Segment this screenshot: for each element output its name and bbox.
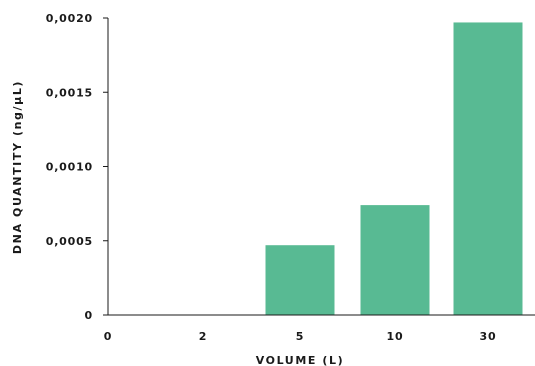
x-tick-label: 0 (104, 330, 112, 343)
y-tick-label: 0,0005 (46, 235, 93, 248)
x-tick-label: 30 (480, 330, 497, 343)
bars-group (265, 22, 523, 316)
y-tick-label: 0,0020 (46, 12, 93, 25)
x-tick-labels: 0 2 5 10 30 (104, 330, 497, 343)
x-tick-label: 5 (296, 330, 304, 343)
y-tick-label: 0,0015 (46, 86, 93, 99)
x-axis-title: VOLUME (L) (256, 354, 345, 366)
y-axis-title: DNA QUANTITY (ng/µL) (11, 80, 24, 254)
x-tick-label: 10 (387, 330, 404, 343)
y-tick-label: 0,0010 (46, 161, 93, 174)
bar-10 (360, 205, 430, 315)
x-tick-label: 2 (199, 330, 207, 343)
bar-30 (453, 22, 523, 316)
y-tick-labels: 0 0,0005 0,0010 0,0015 0,0020 (46, 12, 108, 322)
bar-5 (265, 245, 335, 315)
y-tick-label: 0 (85, 309, 93, 322)
